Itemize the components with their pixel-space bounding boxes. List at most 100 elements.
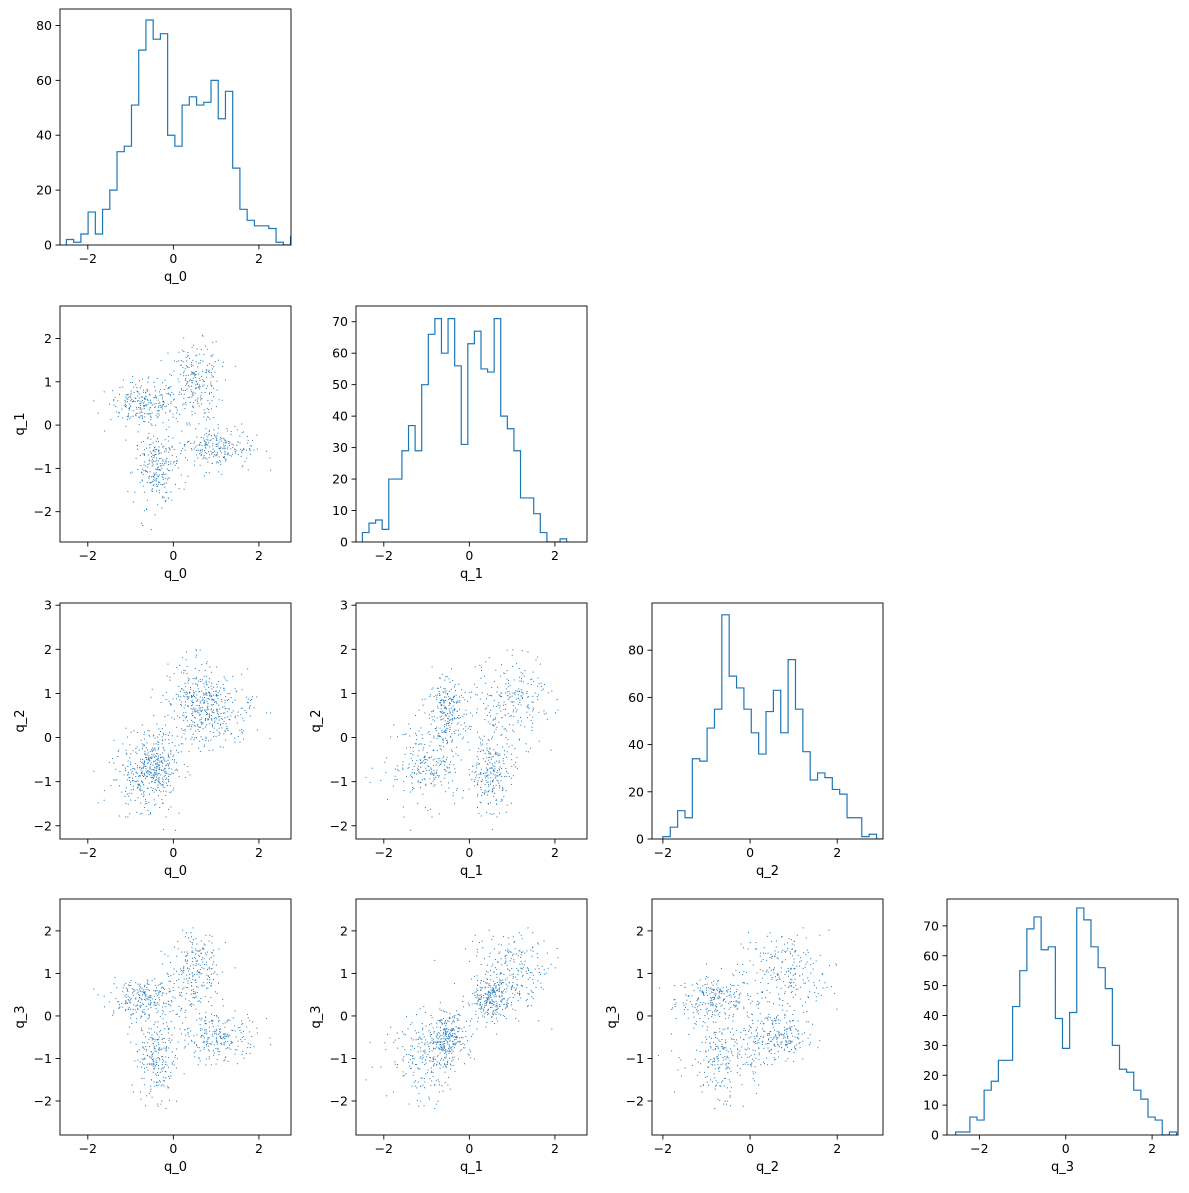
- scatter-point: [441, 1085, 442, 1086]
- scatter-point: [156, 764, 157, 765]
- scatter-point: [243, 449, 244, 450]
- scatter-point: [528, 751, 529, 752]
- scatter-point: [195, 649, 196, 650]
- scatter-point: [130, 999, 131, 1000]
- scatter-point: [490, 979, 491, 980]
- scatter-point: [162, 405, 163, 406]
- scatter-point: [203, 354, 204, 355]
- scatter-point: [452, 1041, 453, 1042]
- scatter-point: [173, 394, 174, 395]
- scatter-point: [160, 1081, 161, 1082]
- scatter-point: [153, 479, 154, 480]
- scatter-point: [449, 709, 450, 710]
- scatter-point: [204, 697, 205, 698]
- scatter-point: [192, 972, 193, 973]
- scatter-point: [208, 417, 209, 418]
- scatter-point: [424, 778, 425, 779]
- scatter-point: [165, 380, 166, 381]
- scatter-point: [448, 1077, 449, 1078]
- scatter-point: [216, 1037, 217, 1038]
- scatter-point: [436, 1023, 437, 1024]
- scatter-point: [143, 767, 144, 768]
- scatter-point: [148, 378, 149, 379]
- scatter-point: [447, 740, 448, 741]
- scatter-point: [148, 437, 149, 438]
- scatter-point: [493, 813, 494, 814]
- scatter-point: [196, 1020, 197, 1021]
- scatter-point: [425, 1053, 426, 1054]
- scatter-point: [220, 1037, 221, 1038]
- scatter-point: [156, 464, 157, 465]
- scatter-point: [509, 970, 510, 971]
- scatter-point: [449, 767, 450, 768]
- scatter-point: [156, 756, 157, 757]
- scatter-point: [182, 367, 183, 368]
- scatter-point: [231, 734, 232, 735]
- scatter-point: [508, 680, 509, 681]
- scatter-point: [486, 1004, 487, 1005]
- scatter-point: [165, 1056, 166, 1057]
- scatter-point: [366, 777, 367, 778]
- scatter-point: [140, 465, 141, 466]
- scatter-point: [491, 757, 492, 758]
- scatter-point: [451, 689, 452, 690]
- scatter-point: [167, 785, 168, 786]
- scatter-point: [470, 729, 471, 730]
- scatter-point: [129, 793, 130, 794]
- scatter-point: [454, 733, 455, 734]
- scatter-point: [153, 750, 154, 751]
- scatter-point: [160, 484, 161, 485]
- scatter-point: [517, 710, 518, 711]
- scatter-point: [511, 759, 512, 760]
- scatter-point: [207, 719, 208, 720]
- scatter-point: [170, 461, 171, 462]
- scatter-point: [153, 744, 154, 745]
- scatter-point: [487, 1010, 488, 1011]
- scatter-point: [500, 711, 501, 712]
- scatter-point: [202, 962, 203, 963]
- scatter-point: [150, 768, 151, 769]
- scatter-point: [213, 710, 214, 711]
- scatter-point: [153, 749, 154, 750]
- scatter-point: [163, 1038, 164, 1039]
- scatter-point: [162, 407, 163, 408]
- scatter-point: [488, 778, 489, 779]
- scatter-point: [504, 750, 505, 751]
- scatter-point: [139, 403, 140, 404]
- axes-frame: [652, 603, 883, 839]
- scatter-point: [168, 1001, 169, 1002]
- scatter-point: [436, 772, 437, 773]
- scatter-point: [214, 1033, 215, 1034]
- scatter-point: [156, 724, 157, 725]
- scatter-point: [195, 400, 196, 401]
- scatter-point: [533, 702, 534, 703]
- scatter-point: [492, 791, 493, 792]
- x-tick-label: 0: [169, 548, 177, 563]
- scatter-point: [147, 776, 148, 777]
- scatter-point: [158, 742, 159, 743]
- scatter-point: [144, 1072, 145, 1073]
- scatter-point: [159, 458, 160, 459]
- scatter-point: [157, 1002, 158, 1003]
- scatter-point: [496, 800, 497, 801]
- scatter-point: [533, 998, 534, 999]
- scatter-point: [196, 361, 197, 362]
- scatter-point: [146, 406, 147, 407]
- scatter-point: [163, 472, 164, 473]
- scatter-point: [191, 982, 192, 983]
- scatter-point: [476, 991, 477, 992]
- scatter-point: [162, 987, 163, 988]
- scatter-point: [142, 418, 143, 419]
- scatter-point: [492, 780, 493, 781]
- scatter-point: [424, 1081, 425, 1082]
- scatter-point: [513, 705, 514, 706]
- scatter-point: [425, 1026, 426, 1027]
- scatter-point: [158, 784, 159, 785]
- scatter-point: [210, 740, 211, 741]
- scatter-point: [195, 447, 196, 448]
- scatter-point: [154, 456, 155, 457]
- scatter-point: [139, 784, 140, 785]
- scatter-point: [511, 803, 512, 804]
- scatter-point: [479, 774, 480, 775]
